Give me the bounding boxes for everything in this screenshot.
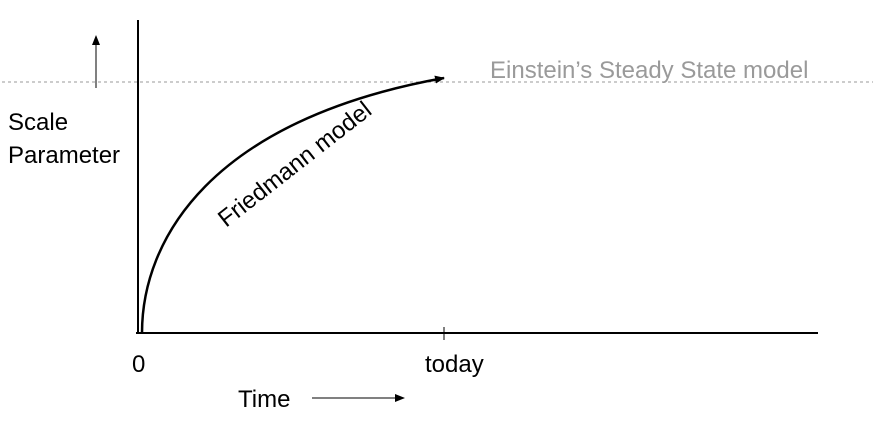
steady-state-label: Einstein’s Steady State model bbox=[490, 57, 808, 84]
x-axis-label: Time bbox=[238, 386, 290, 413]
origin-tick-label: 0 bbox=[132, 351, 145, 378]
friedmann-model-label: Friedmann model bbox=[213, 96, 377, 232]
today-tick-label: today bbox=[425, 351, 484, 378]
y-axis-label-line2: Parameter bbox=[8, 142, 120, 169]
friedmann-curve bbox=[140, 75, 445, 334]
y-axis-label-line1: Scale bbox=[8, 109, 68, 136]
